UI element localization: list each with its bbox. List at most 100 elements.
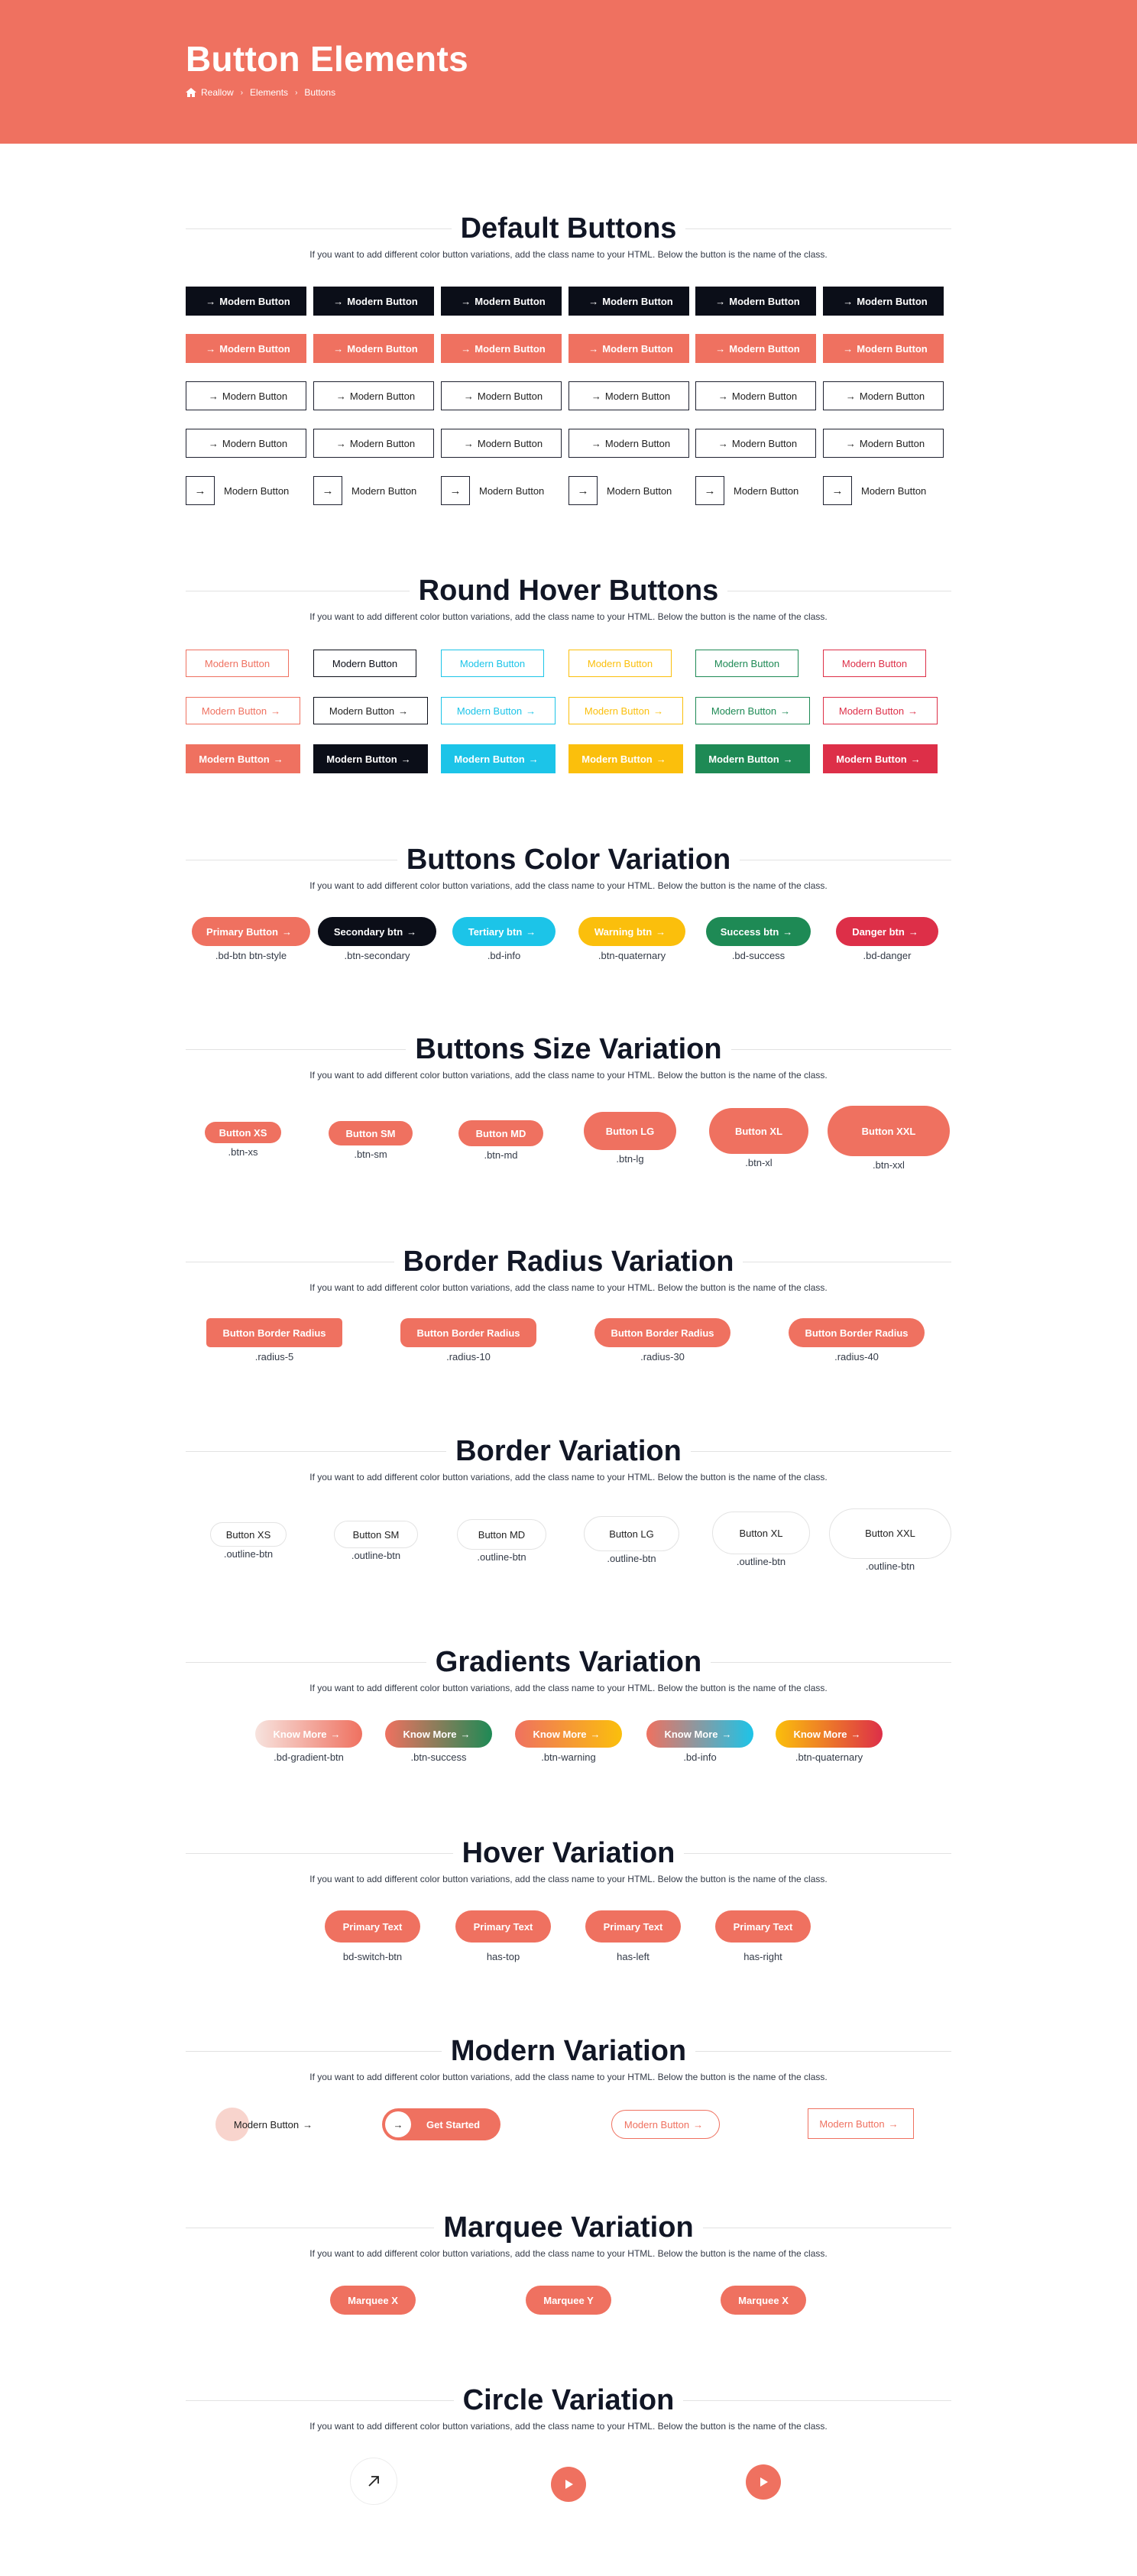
color-variation-button[interactable]: Success btn → <box>706 917 811 946</box>
round-hover-outline-arrow-button[interactable]: Modern Button → <box>441 697 556 724</box>
default-outline-button[interactable]: → Modern Button <box>823 381 944 410</box>
round-hover-outline-button[interactable]: Modern Button <box>695 650 798 677</box>
play-icon[interactable] <box>551 2467 586 2502</box>
default-outline-button[interactable]: → Modern Button <box>441 381 562 410</box>
default-outline-button[interactable]: → Modern Button <box>186 381 306 410</box>
default-dark-button[interactable]: → Modern Button <box>313 287 434 316</box>
default-outline-button[interactable]: → Modern Button <box>313 429 434 458</box>
round-hover-outline-button[interactable]: Modern Button <box>568 650 672 677</box>
round-hover-outline-arrow-button[interactable]: Modern Button → <box>695 697 810 724</box>
arrow-right-icon: → <box>850 1728 861 1740</box>
size-variation-button[interactable]: Button XS <box>205 1122 281 1143</box>
size-variation-button[interactable]: Button SM <box>329 1121 413 1145</box>
hover-variation-button[interactable]: Primary Text <box>455 1910 551 1943</box>
round-hover-filled-button[interactable]: Modern Button → <box>568 744 683 773</box>
default-outline-button[interactable]: → Modern Button <box>186 429 306 458</box>
home-icon[interactable] <box>186 88 196 97</box>
color-variation-button[interactable]: Warning btn → <box>578 917 685 946</box>
size-variation-button[interactable]: Button XL <box>709 1108 808 1154</box>
round-hover-outline-button[interactable]: Modern Button <box>313 650 416 677</box>
default-outline-button[interactable]: → Modern Button <box>695 429 816 458</box>
default-icon-box-button[interactable]: → Modern Button <box>823 476 944 505</box>
round-hover-filled-button[interactable]: Modern Button → <box>186 744 300 773</box>
default-icon-box-button[interactable]: → Modern Button <box>441 476 562 505</box>
outline-variation-button[interactable]: Button XXL <box>829 1508 951 1559</box>
round-hover-outline-button[interactable]: Modern Button <box>441 650 544 677</box>
default-primary-button[interactable]: → Modern Button <box>568 334 689 363</box>
round-hover-outline-arrow-button[interactable]: Modern Button → <box>568 697 683 724</box>
round-hover-outline-arrow-button[interactable]: Modern Button → <box>823 697 938 724</box>
gradient-variation-button[interactable]: Know More → <box>776 1720 883 1748</box>
modern-text-button[interactable]: Modern Button → <box>229 2113 321 2136</box>
breadcrumb-elements[interactable]: Elements <box>250 87 289 98</box>
default-outline-button[interactable]: → Modern Button <box>313 381 434 410</box>
marquee-button[interactable]: Marquee X <box>330 2286 416 2315</box>
round-hover-outline-button[interactable]: Modern Button <box>823 650 926 677</box>
gradient-variation-button[interactable]: Know More → <box>515 1720 622 1748</box>
default-dark-button[interactable]: → Modern Button <box>695 287 816 316</box>
outline-variation-button[interactable]: Button XL <box>712 1512 810 1554</box>
outline-variation-button[interactable]: Button SM <box>334 1521 418 1548</box>
default-outline-button[interactable]: → Modern Button <box>568 381 689 410</box>
button-label: Modern Button <box>861 484 927 497</box>
arrow-up-right-icon[interactable] <box>350 2458 397 2505</box>
marquee-button[interactable]: Marquee Y <box>526 2286 611 2315</box>
outline-variation-button[interactable]: Button LG <box>584 1516 679 1551</box>
size-variation-button[interactable]: Button LG <box>584 1112 676 1150</box>
size-variation-button[interactable]: Button XXL <box>828 1106 950 1156</box>
hover-variation-button[interactable]: Primary Text <box>325 1910 420 1943</box>
default-icon-box-button[interactable]: → Modern Button <box>695 476 816 505</box>
gradient-variation-button[interactable]: Know More → <box>646 1720 753 1748</box>
round-hover-outline-arrow-button[interactable]: Modern Button → <box>186 697 300 724</box>
modern-square-outline-button[interactable]: Modern Button → <box>808 2108 914 2139</box>
round-hover-filled-button[interactable]: Modern Button → <box>313 744 428 773</box>
radius-variation-button[interactable]: Button Border Radius <box>594 1318 730 1347</box>
color-variation-button[interactable]: Danger btn → <box>836 917 938 946</box>
default-outline-button[interactable]: → Modern Button <box>568 429 689 458</box>
size-variation-button[interactable]: Button MD <box>458 1120 543 1146</box>
default-dark-button[interactable]: → Modern Button <box>568 287 689 316</box>
gradient-variation-button[interactable]: Know More → <box>385 1720 492 1748</box>
default-outline-button[interactable]: → Modern Button <box>695 381 816 410</box>
button-label: Modern Button <box>475 342 546 355</box>
round-hover-filled-button[interactable]: Modern Button → <box>823 744 938 773</box>
default-dark-button[interactable]: → Modern Button <box>823 287 944 316</box>
radius-variation-button[interactable]: Button Border Radius <box>400 1318 536 1347</box>
default-icon-box-button[interactable]: → Modern Button <box>568 476 689 505</box>
default-primary-button[interactable]: → Modern Button <box>823 334 944 363</box>
color-variation-button[interactable]: Tertiary btn → <box>452 917 556 946</box>
default-outline-button[interactable]: → Modern Button <box>441 429 562 458</box>
modern-rounded-outline-button[interactable]: Modern Button → <box>611 2110 720 2139</box>
default-dark-button[interactable]: → Modern Button <box>441 287 562 316</box>
round-hover-filled-button[interactable]: Modern Button → <box>441 744 556 773</box>
breadcrumb-home[interactable]: Reallow <box>201 87 234 98</box>
outline-variation-button[interactable]: Button MD <box>457 1519 546 1550</box>
default-primary-button[interactable]: → Modern Button <box>186 334 306 363</box>
round-hover-outline-button[interactable]: Modern Button <box>186 650 289 677</box>
default-dark-button[interactable]: → Modern Button <box>186 287 306 316</box>
breadcrumb-separator: › <box>295 88 298 97</box>
marquee-button[interactable]: Marquee X <box>721 2286 806 2315</box>
outline-variation-button[interactable]: Button XS <box>210 1522 287 1547</box>
arrow-right-icon: → <box>653 705 664 717</box>
radius-variation-button[interactable]: Button Border Radius <box>789 1318 925 1347</box>
breadcrumb: Reallow › Elements › Buttons <box>186 87 335 98</box>
hover-variation-button[interactable]: Primary Text <box>585 1910 681 1943</box>
color-variation-button[interactable]: Primary Button → <box>192 917 310 946</box>
color-variation-button[interactable]: Secondary btn → <box>318 917 436 946</box>
default-primary-button[interactable]: → Modern Button <box>695 334 816 363</box>
default-icon-box-button[interactable]: → Modern Button <box>186 476 306 505</box>
radius-variation-button[interactable]: Button Border Radius <box>206 1318 342 1347</box>
round-hover-outline-arrow-button[interactable]: Modern Button → <box>313 697 428 724</box>
default-primary-button[interactable]: → Modern Button <box>313 334 434 363</box>
default-primary-button[interactable]: → Modern Button <box>441 334 562 363</box>
default-outline-button[interactable]: → Modern Button <box>823 429 944 458</box>
play-icon[interactable] <box>746 2464 781 2500</box>
button-label: Modern Button <box>349 437 416 449</box>
default-icon-box-button[interactable]: → Modern Button <box>313 476 434 505</box>
marquee-variation-section: Marquee Variation If you want to add dif… <box>186 2211 951 2259</box>
round-hover-filled-button[interactable]: Modern Button → <box>695 744 810 773</box>
gradient-variation-button[interactable]: Know More → <box>255 1720 362 1748</box>
hover-variation-button[interactable]: Primary Text <box>715 1910 811 1943</box>
get-started-button[interactable]: → Get Started <box>382 2108 500 2140</box>
